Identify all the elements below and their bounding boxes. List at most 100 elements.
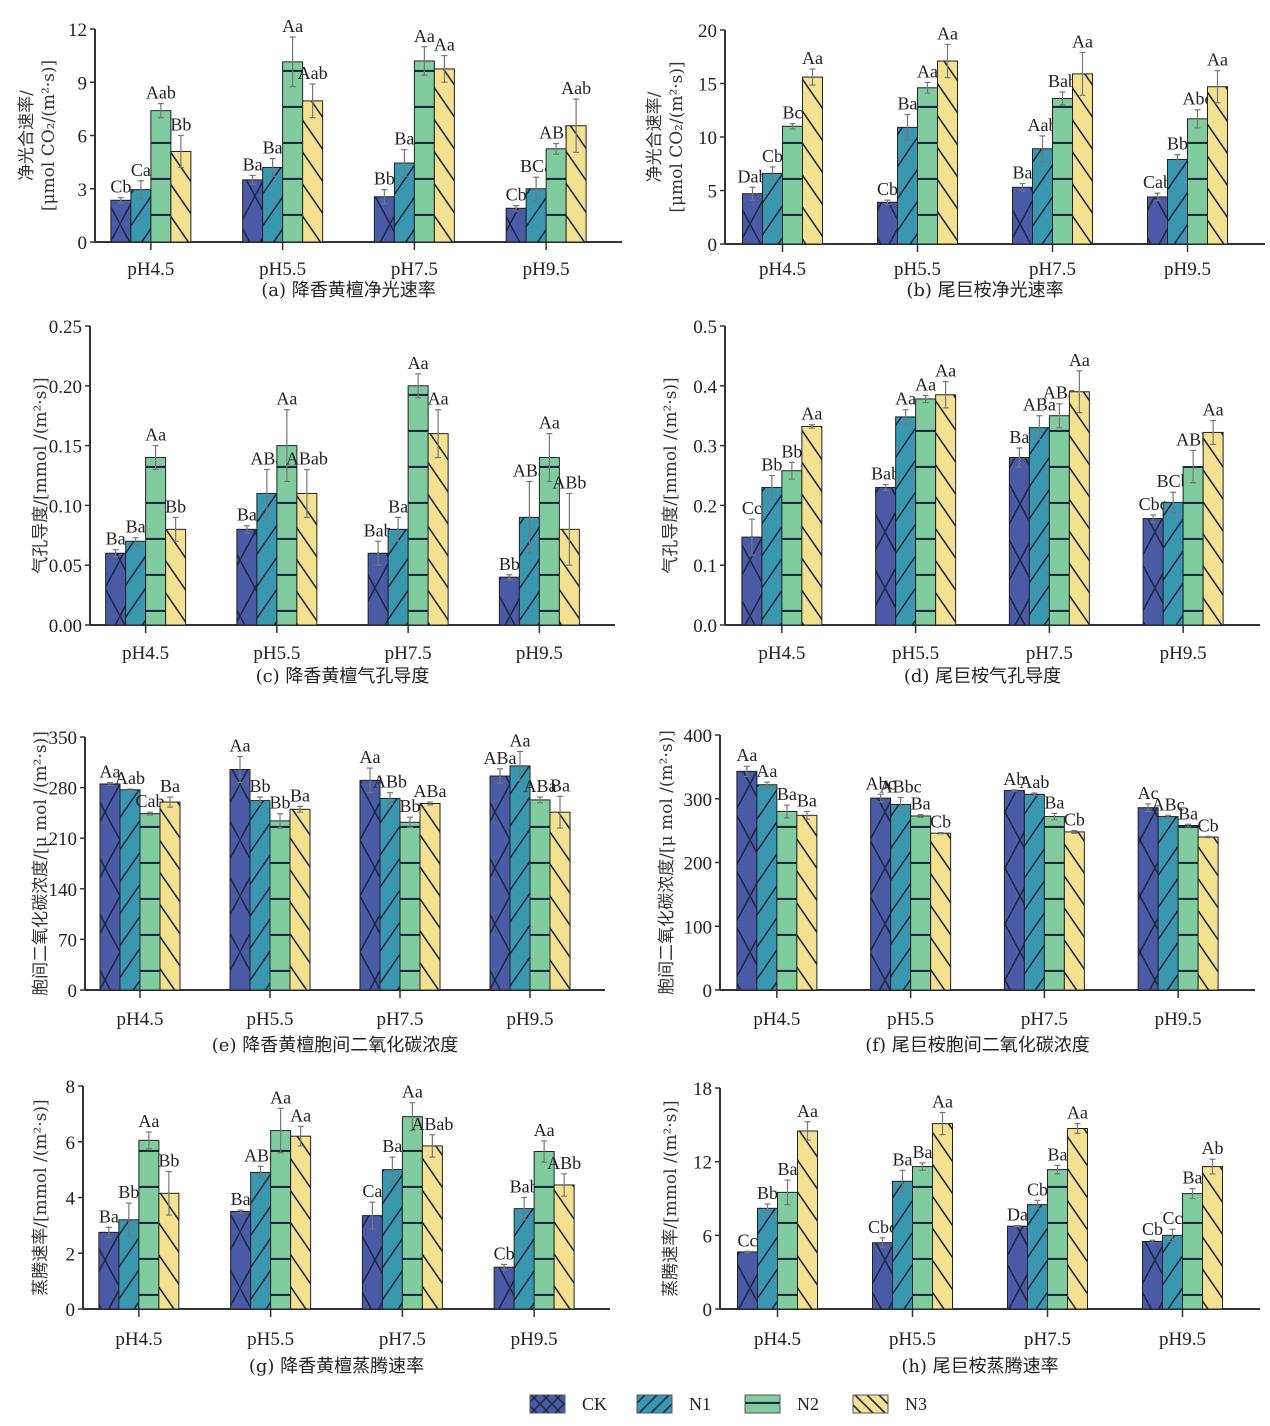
legend-item-n2: N2	[744, 1394, 819, 1414]
y-tick-label: 0.10	[49, 496, 82, 517]
significance-label: ABa	[524, 776, 557, 796]
bar-ck-ph7-5	[1003, 789, 1025, 991]
significance-label: ABb	[1176, 429, 1210, 449]
significance-label: Aa	[138, 1111, 159, 1131]
bar-n2-ph4-5	[138, 1139, 160, 1310]
significance-label: Ba	[797, 791, 817, 811]
y-tick-label: 9	[78, 73, 88, 94]
y-axis-title: 蒸腾速率/[mmol /(m²·s)]	[31, 1099, 51, 1295]
bar-n1-ph9-5	[1162, 1234, 1183, 1310]
bar-ck-ph5-5	[877, 201, 898, 245]
y-axis-title-line2: [μmol CO₂/(m²·s)]	[667, 61, 687, 212]
x-tick-label: pH4.5	[753, 1009, 800, 1030]
bar-n3-ph7-5	[1063, 831, 1085, 991]
significance-label: Aa	[428, 389, 449, 409]
significance-label: Bab	[364, 520, 393, 540]
significance-label: Cc	[742, 498, 762, 518]
significance-label: ABa	[513, 460, 546, 480]
significance-label: Ba	[1048, 1144, 1068, 1164]
significance-label: Aa	[230, 736, 251, 756]
x-tick-label: pH7.5	[1021, 1009, 1068, 1030]
y-tick-label: 0	[703, 1300, 713, 1321]
bar-n2-ph7-5	[401, 1116, 423, 1310]
bar-n2-ph4-5	[139, 813, 161, 991]
bar-n3-ph9-5	[1197, 836, 1219, 991]
bar-n3-ph7-5	[421, 1145, 443, 1310]
x-tick-label: pH5.5	[894, 259, 941, 280]
legend-label: N2	[797, 1394, 819, 1414]
y-tick-label: 2	[66, 1244, 76, 1265]
bar-n1-ph7-5	[387, 528, 409, 626]
bar-ck-ph9-5	[1142, 1240, 1163, 1310]
panel-title: (b) 尾巨桉净光速率	[906, 280, 1063, 301]
significance-label: Aa	[276, 389, 297, 409]
x-tick-label: pH9.5	[511, 1329, 558, 1350]
x-tick-label: pH4.5	[754, 1329, 801, 1350]
y-axis-title: 气孔导度/[mmol /(m²·s)]	[661, 377, 681, 573]
bar-n1-ph5-5	[262, 166, 284, 243]
chart-panel-c: 0.00 0.05 0.10 0.15 0.20 0.25 气孔导度/[mmol /(m²·…	[31, 317, 615, 687]
bar-ck-ph7-5	[1008, 457, 1030, 626]
bar-n3-ph4-5	[165, 528, 187, 626]
bar-n1-ph7-5	[381, 1169, 403, 1310]
significance-label: Aa	[895, 389, 916, 409]
significance-label: Ba	[1178, 803, 1198, 823]
significance-label: Aa	[145, 425, 166, 445]
bar-n3-ph5-5	[932, 1123, 953, 1310]
bar-n2-ph9-5	[1177, 825, 1199, 991]
significance-label: Ba	[231, 1189, 251, 1209]
legend-item-ck: CK	[529, 1394, 607, 1414]
y-axis-title: 胞间二氧化碳浓度/[μ mol /(m²·s)]	[31, 731, 51, 996]
significance-label: Aab	[561, 78, 591, 98]
bar-ck-ph5-5	[870, 797, 892, 991]
significance-label: Aa	[402, 1082, 423, 1102]
significance-label: Bb	[170, 115, 191, 135]
bar-n2-ph4-5	[782, 125, 803, 245]
x-tick-label: pH9.5	[1164, 259, 1211, 280]
y-axis-title: 气孔导度/[mmol /(m²·s)]	[31, 377, 51, 573]
x-tick-label: pH7.5	[391, 259, 438, 280]
chart-panel-f: 0 100 200 300 400 胞间二氧化碳浓度/[μ mol /(m²·s)] pH4…	[657, 726, 1255, 1056]
significance-label: Bb	[1167, 134, 1188, 154]
bar-n3-ph7-5	[1072, 73, 1093, 245]
significance-label: Ca	[131, 160, 151, 180]
y-tick-label: 8	[66, 1077, 76, 1098]
significance-label: Bb	[399, 796, 420, 816]
significance-label: Cb	[506, 185, 527, 205]
bar-n1-ph5-5	[897, 126, 918, 245]
y-tick-label: 350	[49, 728, 78, 749]
y-tick-label: 0.0	[693, 616, 717, 637]
significance-label: Ba	[550, 775, 570, 795]
significance-label: Ca	[362, 1181, 382, 1201]
y-tick-label: 0	[708, 235, 718, 256]
bar-ck-ph7-5	[361, 1215, 383, 1310]
x-tick-label: pH7.5	[1026, 643, 1073, 664]
legend-swatch	[852, 1394, 889, 1414]
significance-label: Aa	[290, 1105, 311, 1125]
bar-ck-ph9-5	[1137, 807, 1159, 991]
significance-label: Aa	[270, 1087, 291, 1107]
y-tick-label: 15	[698, 75, 717, 96]
bar-ck-ph4-5	[737, 1251, 758, 1310]
significance-label: Aab	[1028, 115, 1058, 135]
chart-panel-g: 0 2 4 6 8 蒸腾速率/[mmol /(m²·s)] pH4.5 Ba Bb Aa Bb pH5…	[31, 1077, 610, 1377]
significance-label: Aab	[1019, 772, 1049, 792]
y-tick-label: 280	[49, 779, 78, 800]
significance-label: Aa	[736, 745, 757, 765]
significance-label: Bb	[757, 1183, 778, 1203]
bar-n2-ph5-5	[282, 61, 304, 243]
x-tick-label: pH4.5	[117, 1009, 164, 1030]
y-tick-label: 0.15	[49, 437, 82, 458]
significance-label: Ba	[237, 505, 257, 525]
bar-n1-ph4-5	[125, 540, 147, 626]
panel-title: (g) 降香黄檀蒸腾速率	[249, 1356, 424, 1377]
significance-label: ABa	[414, 781, 447, 801]
significance-label: ABa	[1043, 383, 1076, 403]
legend-swatch	[529, 1394, 566, 1414]
significance-label: Bb	[165, 496, 186, 516]
bar-ck-ph5-5	[230, 1210, 252, 1310]
significance-label: Aa	[797, 1101, 818, 1121]
significance-label: Aa	[1203, 399, 1224, 419]
bar-ck-ph7-5	[1007, 1225, 1028, 1310]
significance-label: ABa	[1023, 395, 1056, 415]
